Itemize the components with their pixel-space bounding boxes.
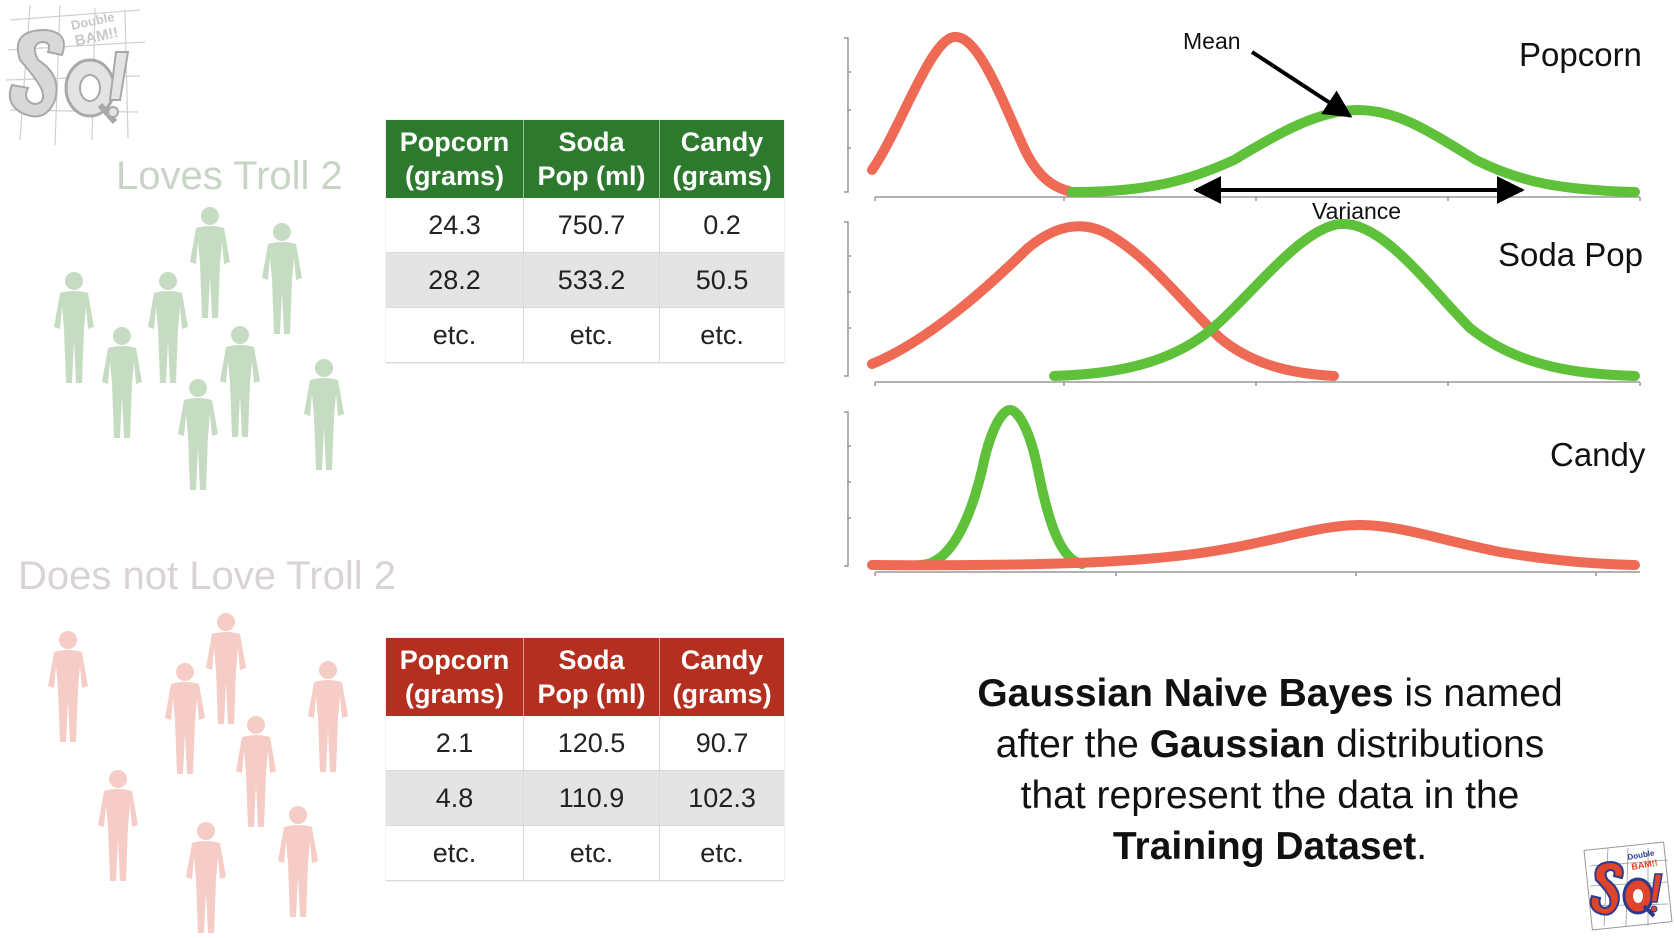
header-candy: Candy (grams) (659, 638, 784, 716)
table-cell: 750.7 (523, 198, 661, 253)
mean-annotation: Mean (1183, 28, 1241, 54)
table-row: 2.1 120.5 90.7 (386, 716, 784, 771)
person-icon (220, 326, 260, 437)
table-row: 28.2 533.2 50.5 (386, 252, 784, 308)
mean-arrow (1250, 50, 1353, 118)
does-not-love-troll2-table: Popcorn (grams) Soda Pop (ml) Candy (grams)… (386, 638, 784, 881)
candy-axes (844, 411, 1640, 576)
loves-troll2-table: Popcorn (grams) Soda Pop (ml) Candy (grams)… (386, 120, 784, 363)
popcorn-loves-curve (1067, 104, 1640, 197)
candy-loves-curve (915, 404, 1087, 570)
person-icon (48, 631, 88, 742)
variance-annotation: Variance (1312, 198, 1402, 224)
not-loves-people-group (48, 613, 348, 933)
statquest-logo: Double BAM!! (5, 4, 146, 146)
soda-pop-loves-curve (1049, 218, 1640, 381)
soda-pop-chart-title: Soda Pop (1498, 236, 1643, 273)
table-cell: 102.3 (659, 770, 784, 826)
person-icon (102, 327, 142, 438)
table-row: etc. etc. etc. (386, 825, 784, 881)
caption-text: is named after the (995, 672, 1563, 766)
candy-not-loves-curve (867, 519, 1640, 571)
table-cell: 533.2 (523, 252, 661, 308)
table-cell: etc. (523, 307, 661, 363)
person-icon (186, 822, 226, 933)
person-icon (308, 661, 348, 772)
soda-pop-y-axis (844, 221, 849, 377)
gaussian-naive-bayes-caption: Gaussian Naive Bayes is named after the … (960, 668, 1580, 872)
statquest-small-logo: Double BAM!! (1583, 841, 1673, 931)
table-cell: etc. (659, 825, 784, 881)
header-candy: Candy (grams) (659, 120, 784, 198)
header-popcorn: Popcorn (grams) (386, 638, 524, 716)
person-icon (148, 272, 188, 383)
table-row: etc. etc. etc. (386, 307, 784, 363)
table-cell: 0.2 (659, 198, 784, 253)
table-cell: 2.1 (386, 716, 524, 771)
popcorn-chart-title: Popcorn (1519, 36, 1642, 73)
table-cell: etc. (386, 307, 524, 363)
table-cell: 28.2 (386, 252, 524, 308)
person-icon (178, 379, 218, 490)
soda-pop-axes (844, 221, 1641, 386)
table-cell: 24.3 (386, 198, 524, 253)
table-cell: 50.5 (659, 252, 784, 308)
table-cell: 120.5 (523, 716, 661, 771)
header-soda-pop: Soda Pop (ml) (523, 120, 661, 198)
people-illustrations (48, 207, 348, 933)
person-icon (54, 272, 94, 383)
table-cell: etc. (523, 825, 661, 881)
person-icon (236, 716, 276, 827)
loves-people-group (54, 207, 344, 490)
popcorn-not-loves-curve (867, 32, 1077, 197)
person-icon (190, 207, 230, 318)
caption-text: . (1416, 825, 1428, 868)
person-icon (165, 663, 205, 774)
table-cell: 4.8 (386, 770, 524, 826)
caption-bold-term: Training Dataset (1112, 825, 1417, 868)
person-icon (262, 223, 302, 334)
table-cell: 90.7 (659, 716, 784, 771)
caption-text: distributions that represent the data in… (1020, 723, 1545, 817)
popcorn-y-axis (844, 37, 849, 193)
soda-pop-not-loves-curve (867, 221, 1339, 381)
person-icon (278, 806, 318, 917)
caption-bold-term: Gaussian Naive Bayes (977, 672, 1394, 715)
gaussian-distributions (844, 32, 1641, 576)
person-icon (206, 613, 246, 724)
table-cell: etc. (386, 825, 524, 881)
caption-bold-term: Gaussian (1149, 723, 1326, 766)
candy-chart-title: Candy (1550, 436, 1646, 473)
svg-text:BAM!!: BAM!! (1631, 858, 1659, 872)
does-not-love-troll2-label: Does not Love Troll 2 (18, 554, 396, 598)
candy-y-axis (844, 411, 849, 567)
table-row: 24.3 750.7 0.2 (386, 198, 784, 253)
table-row: 4.8 110.9 102.3 (386, 770, 784, 826)
table-cell: etc. (659, 307, 784, 363)
loves-troll2-label: Loves Troll 2 (116, 154, 343, 198)
header-popcorn: Popcorn (grams) (386, 120, 524, 198)
person-icon (98, 770, 138, 881)
person-icon (304, 359, 344, 470)
table-cell: 110.9 (523, 770, 661, 826)
header-soda-pop: Soda Pop (ml) (523, 638, 661, 716)
